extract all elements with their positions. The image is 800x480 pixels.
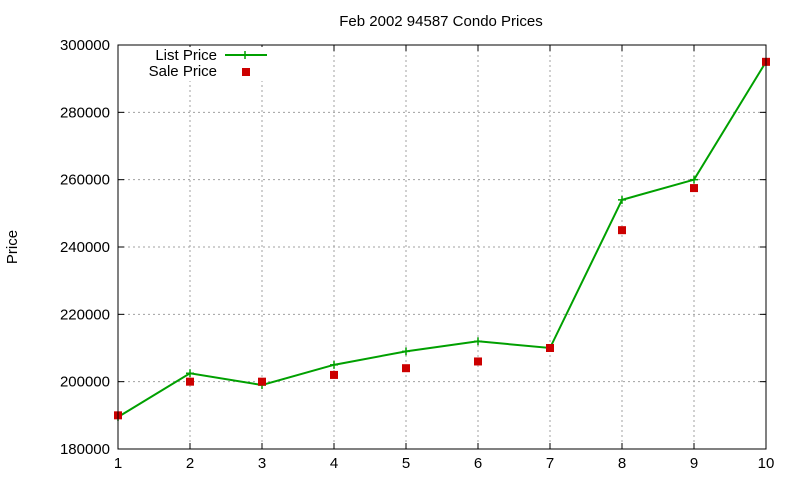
sale-price-point bbox=[618, 226, 626, 235]
x-tick-label: 2 bbox=[186, 455, 194, 472]
y-tick-label: 300000 bbox=[60, 37, 110, 54]
series-line-list-price bbox=[117, 61, 767, 418]
list-price-point bbox=[330, 360, 338, 369]
legend-marker-list-price bbox=[241, 51, 249, 59]
series bbox=[114, 57, 770, 422]
list-price-point bbox=[474, 337, 482, 346]
y-tick-label: 200000 bbox=[60, 374, 110, 391]
sale-price-point bbox=[186, 377, 194, 386]
x-tick-labels: 1 2 3 4 5 6 7 8 9 10 bbox=[114, 455, 775, 472]
list-price-point bbox=[402, 347, 410, 356]
y-tick-label: 220000 bbox=[60, 306, 110, 323]
sale-price-point bbox=[690, 184, 698, 193]
y-tick-label: 280000 bbox=[60, 104, 110, 121]
y-tick-label: 240000 bbox=[60, 239, 110, 256]
list-price-point bbox=[186, 369, 194, 378]
chart-title: Feb 2002 94587 Condo Prices bbox=[339, 13, 542, 30]
y-tick-label: 260000 bbox=[60, 172, 110, 189]
x-tick-label: 10 bbox=[758, 455, 775, 472]
sale-price-point bbox=[330, 370, 338, 379]
sale-price-point bbox=[474, 357, 482, 366]
y-tick-labels: 180000 200000 220000 240000 260000 280000 3000… bbox=[60, 37, 110, 458]
x-tick-label: 4 bbox=[330, 455, 338, 472]
x-tick-label: 7 bbox=[546, 455, 554, 472]
x-tick-label: 9 bbox=[690, 455, 698, 472]
x-tick-label: 8 bbox=[618, 455, 626, 472]
y-axis-label: Price bbox=[4, 230, 21, 264]
x-tick-label: 1 bbox=[114, 455, 122, 472]
list-price-point bbox=[690, 175, 698, 184]
legend-label-list-price: List Price bbox=[155, 47, 217, 64]
x-tick-label: 5 bbox=[402, 455, 410, 472]
legend-label-sale-price: Sale Price bbox=[149, 63, 217, 80]
x-tick-label: 3 bbox=[258, 455, 266, 472]
sale-price-point bbox=[258, 377, 266, 386]
sale-price-point bbox=[546, 344, 554, 352]
legend-marker-sale-price bbox=[242, 68, 250, 76]
list-price-point bbox=[618, 195, 626, 204]
y-tick-label: 180000 bbox=[60, 441, 110, 458]
grid bbox=[118, 45, 766, 449]
x-tick-label: 6 bbox=[474, 455, 482, 472]
sale-price-point bbox=[402, 364, 410, 373]
plot-frame bbox=[117, 44, 767, 450]
legend: List Price Sale Price bbox=[122, 47, 272, 81]
